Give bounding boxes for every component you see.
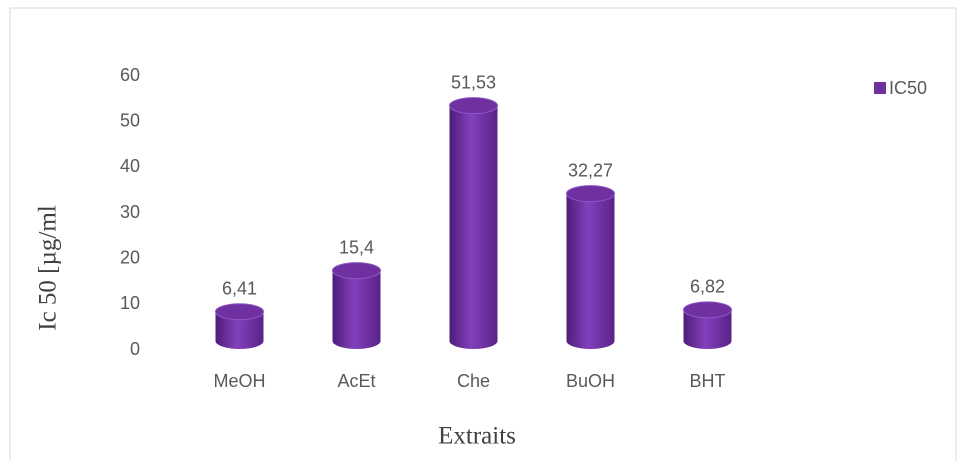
- legend-label: IC50: [889, 78, 927, 98]
- x-tick-label: BuOH: [566, 371, 615, 391]
- y-axis-title: Ic 50 [µg/ml: [35, 205, 62, 331]
- cylinder: [332, 270, 381, 349]
- y-tick-label: 60: [120, 65, 140, 85]
- cylinder-top: [683, 301, 732, 319]
- x-axis-title: Extraits: [438, 423, 516, 450]
- legend-swatch: [874, 82, 886, 94]
- cylinder: [215, 311, 264, 349]
- x-tick-label: AcEt: [337, 371, 375, 391]
- x-tick-label: Che: [457, 371, 490, 391]
- x-tick-label: BHT: [690, 371, 726, 391]
- data-label: 32,27: [568, 160, 613, 180]
- cylinder-top: [566, 185, 615, 203]
- cylinder-top: [449, 97, 498, 115]
- y-tick-label: 10: [120, 293, 140, 313]
- data-label: 15,4: [339, 237, 374, 257]
- chart-border: [9, 7, 957, 461]
- cylinder: [683, 309, 732, 349]
- data-label: 6,82: [690, 277, 725, 297]
- cylinder: [566, 193, 615, 349]
- data-label: 6,41: [222, 278, 257, 298]
- cylinder-top: [332, 262, 381, 280]
- y-tick-label: 50: [120, 110, 140, 130]
- y-tick-label: 40: [120, 156, 140, 176]
- data-label: 51,53: [451, 72, 496, 92]
- y-tick-label: 30: [120, 202, 140, 222]
- y-tick-label: 20: [120, 247, 140, 267]
- cylinder-top: [215, 303, 264, 321]
- y-tick-label: 0: [130, 339, 140, 359]
- cylinder: [449, 105, 498, 350]
- x-tick-label: MeOH: [213, 371, 265, 391]
